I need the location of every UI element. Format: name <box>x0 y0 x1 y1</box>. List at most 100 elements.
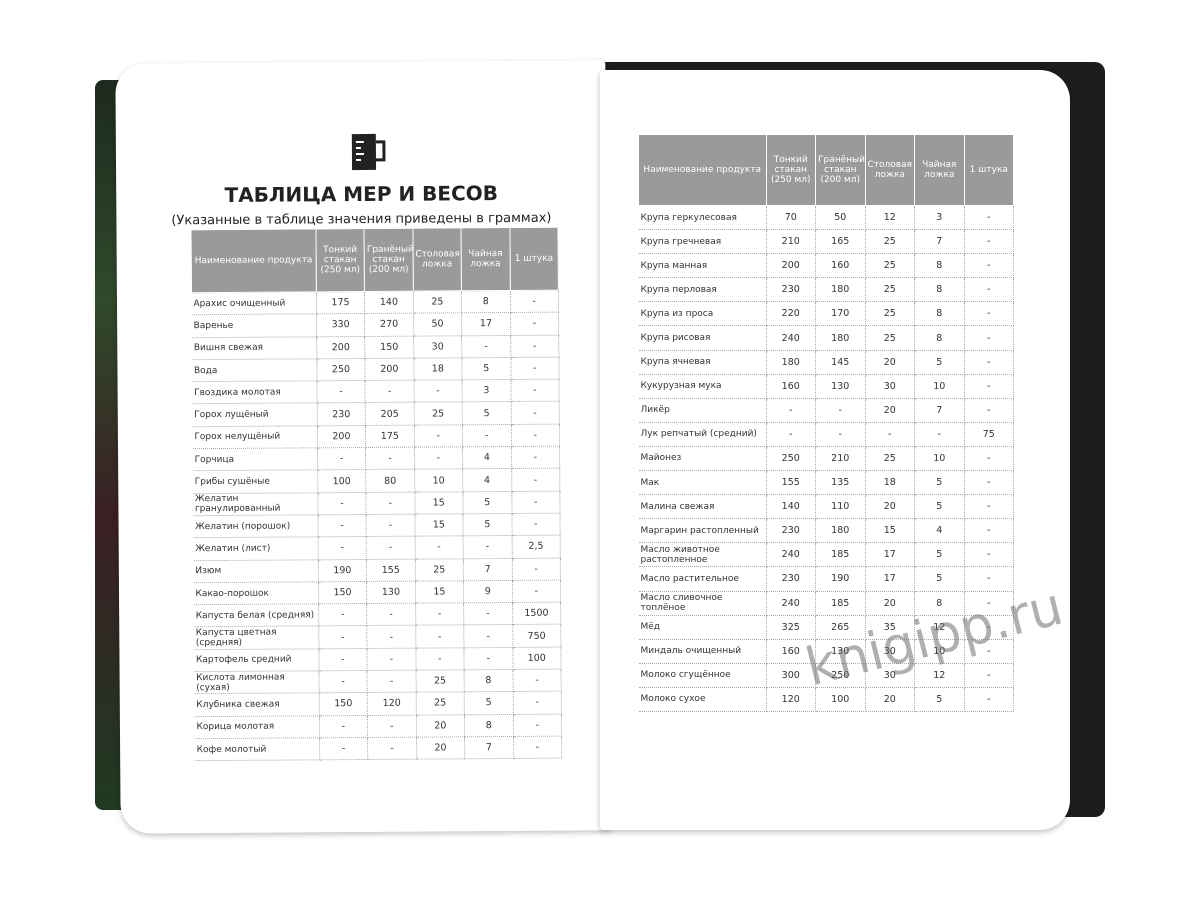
value-cell: 25 <box>865 446 915 472</box>
value-cell: 4 <box>462 446 512 470</box>
value-cell: 135 <box>815 470 866 496</box>
value-cell: - <box>815 398 866 423</box>
product-name: Желатин (лист) <box>193 537 319 561</box>
value-cell: 155 <box>366 558 416 582</box>
value-cell: - <box>365 447 415 470</box>
value-cell: 25 <box>415 669 465 693</box>
value-cell: 8 <box>914 591 965 616</box>
value-cell: 12 <box>914 615 965 640</box>
header-cell: Чайная ложка <box>914 134 965 206</box>
table-row: Желатин (порошок) - -15 5- <box>192 513 561 538</box>
value-cell: 25 <box>413 402 463 425</box>
table-row: Маргарин растопленный 230 180 15 4- <box>638 518 1014 544</box>
value-cell: 7 <box>914 398 965 423</box>
value-cell: 140 <box>766 494 816 520</box>
product-name: Кислота лимонная (сухая) <box>194 670 319 695</box>
value-cell: 175 <box>316 291 365 315</box>
value-cell: 160 <box>766 639 816 664</box>
value-cell: - <box>964 325 1014 351</box>
value-cell: 240 <box>766 542 816 568</box>
page-title: ТАБЛИЦА МЕР И ВЕСОВ <box>224 181 499 207</box>
product-name: Вода <box>191 358 317 382</box>
value-cell: 5 <box>462 401 511 425</box>
value-cell: 220 <box>766 301 816 327</box>
value-cell: 10 <box>914 639 965 664</box>
value-cell: 15 <box>415 580 464 604</box>
value-cell: 8 <box>914 301 965 327</box>
value-cell: 185 <box>815 591 866 616</box>
header-cell: 1 штука <box>509 227 559 291</box>
value-cell: 17 <box>865 566 915 592</box>
value-cell: 25 <box>865 277 915 303</box>
value-cell: - <box>510 312 559 336</box>
value-cell: - <box>510 357 560 380</box>
table-row: Капуста белая (средняя) - - - -1500 <box>193 602 561 628</box>
product-name: Кукурузная мука <box>638 374 767 399</box>
product-name: Горчица <box>192 447 318 472</box>
value-cell: 30 <box>865 663 915 688</box>
value-cell: 210 <box>766 229 816 255</box>
value-cell: 20 <box>865 591 915 616</box>
value-cell: 250 <box>815 663 866 688</box>
value-cell: - <box>964 494 1014 520</box>
value-cell: 5 <box>914 566 965 592</box>
value-cell: 200 <box>316 336 366 359</box>
value-cell: - <box>414 424 463 448</box>
table-row: Гвоздика молотая - - -3- <box>192 379 560 405</box>
value-cell: - <box>964 566 1014 592</box>
value-cell: 17 <box>865 542 915 568</box>
table-row: Миндаль очищенный 160 130 30 10- <box>638 639 1014 664</box>
product-name: Кофе молотый <box>194 737 320 761</box>
value-cell: 100 <box>317 469 367 493</box>
value-cell: - <box>964 229 1014 255</box>
value-cell: 4 <box>914 518 965 544</box>
product-name: Арахис очищенный <box>191 291 317 315</box>
value-cell: - <box>367 670 416 693</box>
product-name: Малина свежая <box>638 494 767 520</box>
table-row: Масло растительное 230 190 17 5- <box>638 566 1014 592</box>
value-cell: - <box>415 647 465 671</box>
measures-table: Наименование продукта Тонкий стакан (250 … <box>190 227 562 762</box>
table-row: Вода 250 200 18 5- <box>191 357 560 382</box>
product-name: Масло животное растопленное <box>638 542 767 568</box>
value-cell: 250 <box>316 358 366 382</box>
value-cell: 140 <box>364 291 414 314</box>
table-row: Грибы сушёные 100 80 10 4- <box>192 468 560 494</box>
value-cell: 25 <box>865 301 915 327</box>
value-cell: 8 <box>464 714 514 737</box>
product-name: Картофель средний <box>193 648 319 672</box>
table-row: Майонез 250 210 25 10- <box>638 446 1014 472</box>
value-cell: - <box>317 492 367 515</box>
value-cell: 15 <box>414 513 464 537</box>
value-cell: - <box>766 422 816 447</box>
value-cell: - <box>461 335 511 358</box>
left-page: ТАБЛИЦА МЕР И ВЕСОВ (Указанные в таблице… <box>115 60 611 834</box>
value-cell: 2,5 <box>511 535 561 559</box>
header-cell: Гранёный стакан (200 мл) <box>815 134 866 206</box>
product-name: Варенье <box>191 314 317 338</box>
value-cell: 7 <box>464 736 514 760</box>
table-row: Молоко сухое 120 100 20 5- <box>638 687 1014 712</box>
value-cell: 5 <box>914 542 965 568</box>
value-cell: 185 <box>815 542 866 568</box>
product-name: Капуста цветная (средняя) <box>193 626 319 650</box>
value-cell: 25 <box>415 692 465 715</box>
value-cell: - <box>964 277 1014 303</box>
value-cell: - <box>367 714 417 738</box>
product-name: Вишня свежая <box>191 336 317 360</box>
header-cell: Гранёный стакан (200 мл) <box>364 228 414 292</box>
value-cell: 30 <box>865 374 915 399</box>
product-name: Клубника свежая <box>194 693 320 717</box>
value-cell: 200 <box>317 425 366 448</box>
header-cell: Наименование продукта <box>638 134 767 206</box>
product-name: Изюм <box>193 559 319 583</box>
value-cell: 250 <box>766 446 816 472</box>
value-cell: 190 <box>815 566 866 592</box>
table-row: Масло животное растопленное 240 185 17 5- <box>638 542 1014 568</box>
value-cell: 15 <box>865 518 915 544</box>
table-row: Желатин (лист) - - - -2,5 <box>193 535 561 561</box>
value-cell: 170 <box>815 301 866 327</box>
value-cell: 50 <box>815 205 866 231</box>
value-cell: 8 <box>914 325 965 351</box>
